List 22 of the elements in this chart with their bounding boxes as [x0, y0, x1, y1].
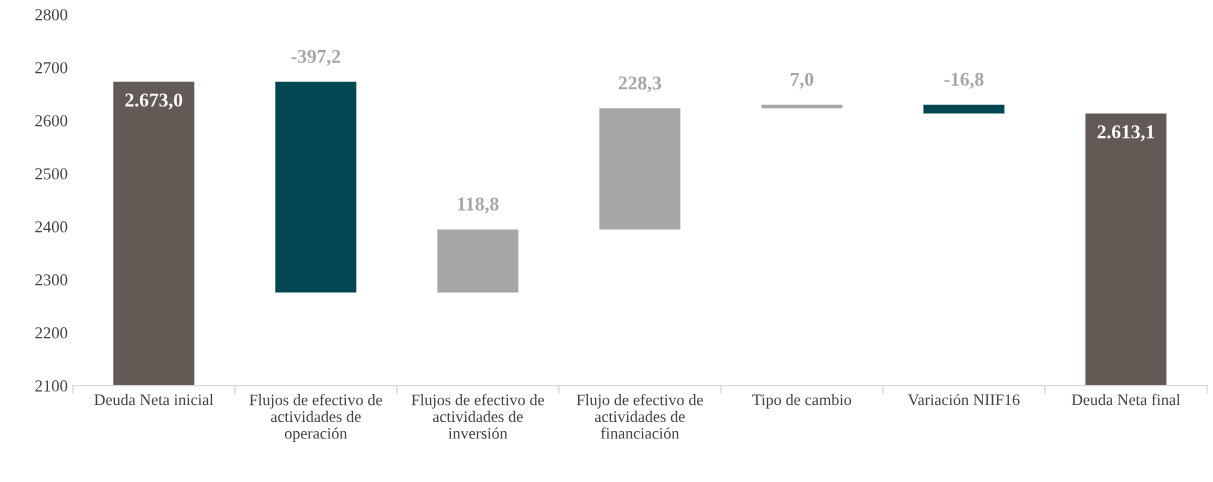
data-label: 7,0: [790, 72, 814, 89]
data-label: -16,8: [944, 72, 984, 89]
x-tick-label: Deuda Neta final: [1071, 393, 1181, 406]
y-tick-label: 2300: [35, 274, 68, 286]
y-tick-label: 2400: [35, 221, 68, 233]
data-label: 118,8: [458, 197, 499, 214]
x-tick-label: Deuda Neta inicial: [94, 393, 214, 406]
x-tick-label: Tipo de cambio: [752, 393, 852, 409]
y-tick-label: 2200: [35, 327, 68, 339]
data-label: 228,3: [618, 76, 662, 93]
y-tick-label: 2100: [35, 380, 68, 392]
y-tick-label: 2500: [35, 168, 68, 180]
x-tick-label: Flujos de efectivo de actividades de inversión: [411, 393, 545, 439]
x-tick-label: Flujos de efectivo de actividades de operación: [249, 393, 383, 443]
y-tick-label: 2700: [35, 62, 68, 74]
data-label: 2.613,1: [1097, 125, 1155, 142]
y-tick-label: 2600: [35, 115, 68, 127]
x-tick-label: Flujo de efectivo de actividades de financiación: [576, 393, 703, 439]
y-tick-label: 2800: [35, 9, 68, 21]
x-tick-label: Variación NIIF16: [907, 393, 1020, 406]
data-label: -397,2: [291, 49, 341, 66]
data-label: 2.673,0: [125, 93, 183, 110]
